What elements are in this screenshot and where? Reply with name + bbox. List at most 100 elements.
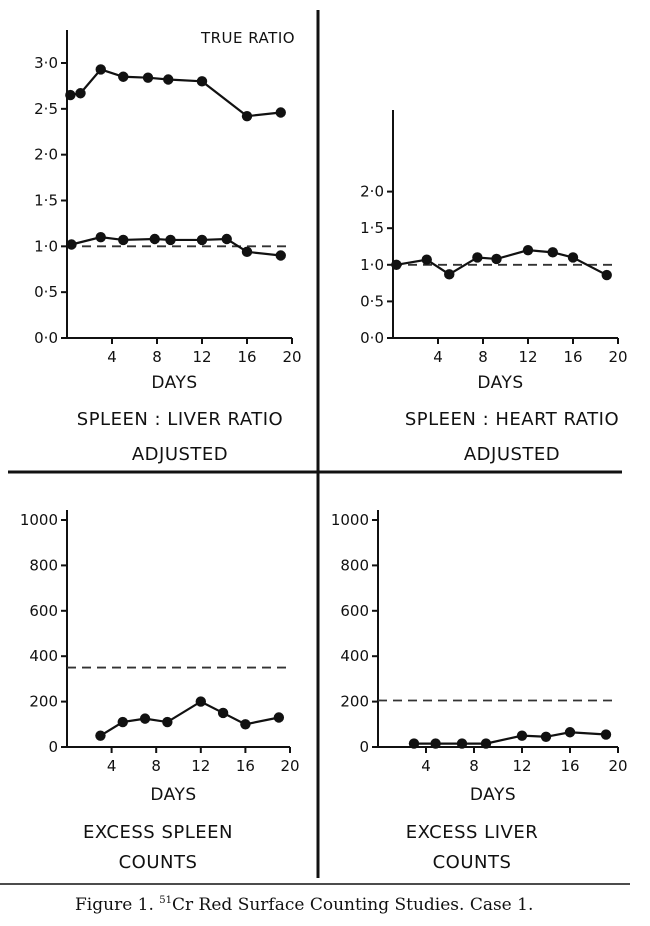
- chart-title-line-1: SPLEEN : HEART RATIO: [405, 409, 619, 430]
- data-point: [540, 731, 552, 742]
- y-tick-label: 1000: [331, 511, 369, 529]
- x-tick-label: 8: [478, 348, 488, 366]
- x-tick-label: 20: [282, 348, 301, 366]
- y-tick-label: 0·0: [360, 329, 384, 347]
- x-tick-label: 4: [107, 348, 117, 366]
- data-point: [491, 253, 502, 265]
- y-tick-label: 800: [29, 556, 58, 574]
- data-point: [480, 738, 492, 749]
- chart-title-line-2: ADJUSTED: [132, 444, 228, 465]
- y-tick-label: 200: [340, 693, 369, 711]
- y-tick-label: 1·5: [34, 192, 58, 210]
- x-tick-label: 16: [560, 757, 579, 775]
- data-point: [95, 730, 106, 741]
- data-point: [567, 252, 579, 263]
- data-point: [162, 716, 173, 728]
- data-point: [456, 738, 468, 749]
- data-point: [275, 107, 286, 118]
- y-tick-label: 2·0: [34, 146, 58, 164]
- x-tick-label: 4: [107, 757, 117, 775]
- data-point: [139, 713, 151, 724]
- x-tick-label: 12: [191, 757, 210, 775]
- chart-panel-1: 0·0 0·5 1·0 1·5 2·0 2·5 3·0 4 8 12 16 20 DAYS TRUE RA…: [34, 29, 301, 465]
- x-tick-label: 12: [518, 348, 537, 366]
- data-point: [95, 64, 106, 75]
- data-point: [430, 738, 441, 749]
- x-axis-label: DAYS: [470, 785, 516, 805]
- data-point: [75, 88, 86, 99]
- chart-panel-3: 0 200 400 600 800 1000 4 8 12 16 20 DAYS EXCESS SPLE…: [20, 510, 300, 873]
- y-tick-label: 1·0: [360, 256, 384, 274]
- data-point: [65, 89, 76, 101]
- data-point: [117, 716, 128, 728]
- data-point: [118, 234, 129, 246]
- data-point: [601, 269, 612, 281]
- y-tick-label: 600: [29, 602, 58, 620]
- x-tick-label: 8: [152, 348, 162, 366]
- data-point: [149, 233, 160, 245]
- x-axis-label: DAYS: [477, 373, 523, 393]
- data-point: [195, 696, 206, 707]
- data-point: [600, 729, 612, 740]
- x-tick-label: 8: [151, 757, 161, 775]
- series-line-1: [70, 68, 281, 118]
- y-tick-label: 0: [359, 738, 369, 756]
- y-tick-label: 0·5: [360, 292, 384, 310]
- data-point: [444, 269, 455, 280]
- x-tick-label: 12: [192, 348, 211, 366]
- y-tick-label: 2·5: [34, 100, 58, 118]
- data-point: [472, 252, 483, 263]
- x-tick-label: 20: [280, 757, 299, 775]
- data-point: [118, 71, 129, 82]
- chart-title-line-1: SPLEEN : LIVER RATIO: [77, 409, 283, 430]
- data-point: [196, 234, 208, 246]
- data-point: [221, 233, 232, 245]
- y-tick-label: 1000: [20, 511, 58, 529]
- data-point: [66, 239, 77, 250]
- data-point: [163, 74, 174, 85]
- y-tick-label: 1·0: [34, 237, 58, 255]
- y-tick-label: 3·0: [34, 54, 58, 72]
- chart-title-line-2: COUNTS: [119, 852, 198, 873]
- figure-caption: Figure 1. 51Cr Red Surface Counting Stud…: [75, 895, 533, 915]
- data-point: [165, 234, 176, 246]
- data-point: [241, 110, 253, 122]
- chart-title-line-2: COUNTS: [433, 852, 512, 873]
- data-point: [522, 244, 534, 256]
- x-tick-label: 8: [469, 757, 479, 775]
- series-line-1: [414, 731, 607, 745]
- x-tick-label: 16: [237, 348, 256, 366]
- x-tick-label: 20: [608, 757, 627, 775]
- y-tick-label: 0·0: [34, 329, 58, 347]
- y-tick-label: 0·5: [34, 283, 58, 301]
- data-point: [547, 247, 558, 258]
- y-tick-label: 400: [29, 647, 58, 665]
- chart-panel-4: 0 200 400 600 800 1000 4 8 12 16 20 DAYS EXCESS LIVE…: [331, 510, 628, 873]
- data-point: [217, 707, 229, 719]
- corner-label: TRUE RATIO: [200, 29, 295, 47]
- y-tick-label: 0: [48, 738, 58, 756]
- data-point: [516, 730, 528, 741]
- data-point: [196, 76, 208, 87]
- data-point: [564, 727, 576, 738]
- chart-panel-2: 0·0 0·5 1·0 1·5 2·0 4 8 12 16 20 DAYS SPLEEN : HEAR…: [360, 110, 628, 465]
- x-axis-label: DAYS: [150, 785, 196, 805]
- series-line-1: [99, 700, 280, 737]
- chart-title-line-1: EXCESS SPLEEN: [83, 822, 233, 843]
- y-tick-label: 200: [29, 693, 58, 711]
- data-point: [391, 259, 402, 270]
- y-tick-label: 1·5: [360, 219, 384, 237]
- data-point: [241, 246, 253, 258]
- chart-title-line-2: ADJUSTED: [464, 444, 560, 465]
- data-point: [408, 738, 420, 749]
- chart-panels: 0·0 0·5 1·0 1·5 2·0 2·5 3·0 4 8 12 16 20 DAYS TRUE RA…: [20, 29, 628, 873]
- x-tick-label: 12: [512, 757, 531, 775]
- y-tick-label: 600: [340, 602, 369, 620]
- x-tick-label: 4: [433, 348, 443, 366]
- x-tick-label: 16: [563, 348, 582, 366]
- x-tick-label: 4: [421, 757, 431, 775]
- data-point: [142, 72, 154, 83]
- data-point: [240, 719, 251, 730]
- x-axis-label: DAYS: [151, 373, 197, 393]
